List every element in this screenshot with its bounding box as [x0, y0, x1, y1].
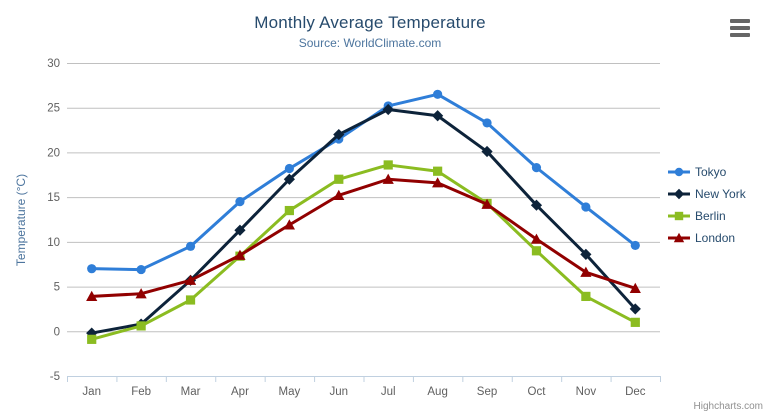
x-axis-tick-label: Jul [381, 386, 396, 398]
export-menu-button[interactable] [727, 15, 753, 41]
y-axis-tick-label: 15 [47, 192, 60, 204]
legend-symbol-square [668, 211, 690, 221]
x-axis-tick-label: Jun [330, 386, 349, 398]
data-point[interactable] [630, 240, 640, 251]
series-line [90, 108, 637, 335]
data-point[interactable] [86, 290, 98, 302]
series-london [86, 173, 641, 302]
data-point[interactable] [87, 334, 97, 344]
legend-item-new-york[interactable]: New York [668, 186, 746, 202]
legend-symbol-triangle [668, 232, 690, 243]
data-point[interactable] [531, 246, 542, 256]
data-point[interactable] [283, 173, 295, 185]
y-axis-tick-label: 0 [54, 326, 60, 338]
data-point[interactable] [433, 166, 443, 176]
data-point[interactable] [432, 177, 444, 188]
data-point[interactable] [530, 199, 543, 211]
legend-item-tokyo[interactable]: Tokyo [668, 164, 746, 180]
data-point[interactable] [482, 118, 492, 128]
data-point[interactable] [333, 189, 345, 200]
data-point[interactable] [581, 202, 591, 212]
legend-label: London [695, 231, 736, 245]
x-axis-tick-label: Dec [625, 386, 646, 398]
data-point[interactable] [234, 249, 246, 260]
data-point[interactable] [629, 282, 641, 293]
data-point[interactable] [87, 264, 97, 274]
data-point[interactable] [531, 163, 542, 173]
data-point[interactable] [184, 274, 197, 285]
data-point[interactable] [136, 264, 146, 275]
data-point[interactable] [234, 224, 246, 236]
data-point[interactable] [629, 303, 641, 315]
legend-symbol-diamond [668, 188, 690, 200]
data-point[interactable] [334, 174, 344, 184]
data-point[interactable] [235, 197, 245, 207]
y-axis-tick-label: -5 [50, 371, 60, 383]
legend-symbol-circle [668, 167, 690, 177]
data-point[interactable] [382, 103, 394, 116]
y-axis-tick-label: 25 [47, 103, 60, 115]
x-axis-tick-label: Sep [477, 386, 497, 398]
data-point[interactable] [185, 241, 196, 251]
y-axis-tick-label: 20 [47, 147, 60, 159]
data-point[interactable] [630, 317, 640, 327]
data-point[interactable] [530, 233, 543, 244]
x-axis-tick-label: Oct [528, 386, 547, 398]
y-axis-tick-label: 5 [54, 282, 60, 294]
data-point[interactable] [481, 145, 493, 158]
series-tokyo [87, 89, 640, 275]
legend-label: Tokyo [695, 165, 727, 179]
series-line [90, 163, 637, 341]
y-axis-tick-label: 30 [47, 58, 60, 70]
x-axis-tick-label: Apr [231, 386, 249, 398]
data-point[interactable] [283, 219, 295, 230]
data-point[interactable] [135, 288, 147, 299]
legend-item-berlin[interactable]: Berlin [668, 208, 746, 224]
data-point[interactable] [580, 266, 592, 277]
y-axis-tick-label: 10 [47, 237, 60, 249]
data-point[interactable] [284, 205, 294, 216]
data-point[interactable] [136, 321, 146, 331]
legend-label: Berlin [695, 209, 726, 223]
data-point[interactable] [580, 248, 592, 260]
series-new-york [86, 103, 641, 339]
chart-subtitle: Source: WorldClimate.com [298, 36, 442, 50]
data-point[interactable] [284, 163, 294, 174]
data-point[interactable] [185, 295, 196, 305]
x-axis-tick-label: Aug [427, 386, 447, 398]
series-line [90, 177, 637, 298]
data-point[interactable] [432, 110, 444, 122]
x-axis-tick-label: Jan [82, 386, 101, 398]
legend-item-london[interactable]: London [668, 230, 746, 246]
x-axis-tick-label: Mar [181, 386, 201, 398]
hamburger-menu-icon [730, 19, 750, 37]
y-axis-title: Temperature (°C) [14, 173, 28, 267]
chart-title: Monthly Average Temperature [254, 13, 486, 32]
data-point[interactable] [383, 160, 393, 170]
data-point[interactable] [382, 173, 394, 184]
data-point[interactable] [581, 291, 591, 302]
data-point[interactable] [333, 128, 345, 141]
legend-label: New York [695, 187, 746, 201]
legend: Tokyo New York Berlin London [668, 161, 746, 249]
x-axis-tick-label: Nov [576, 386, 597, 398]
x-axis-tick-label: May [279, 386, 301, 398]
data-point[interactable] [433, 89, 443, 99]
credits-link[interactable]: Highcharts.com [693, 401, 763, 412]
data-point[interactable] [481, 198, 493, 209]
x-axis-tick-label: Feb [131, 386, 151, 398]
